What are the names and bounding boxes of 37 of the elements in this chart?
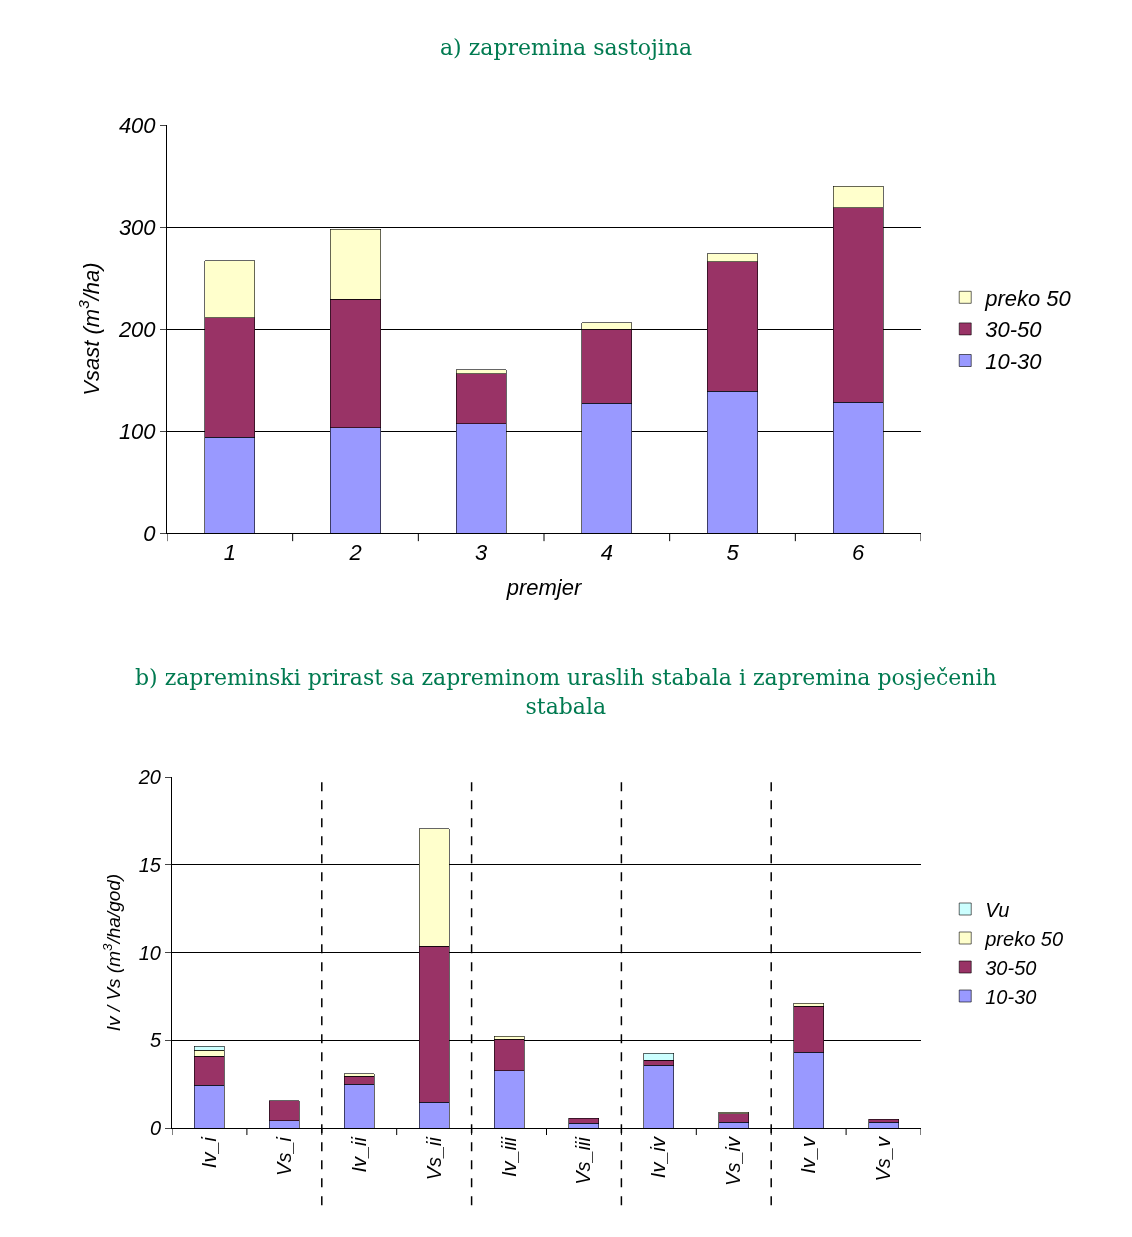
x-tick-label: Iv_iv (647, 1136, 670, 1179)
legend-label: 30-50 (985, 317, 1043, 343)
y-tick-label: 100 (118, 418, 157, 444)
x-tick-label: Iv_v (797, 1136, 820, 1174)
x-tick-label: 1 (223, 540, 236, 566)
x-axis-title: premjer (505, 575, 583, 601)
bar (568, 1117, 600, 1124)
y-tick-label: 15 (138, 853, 162, 876)
y-tick-label: 20 (137, 766, 161, 788)
chart-title: b) zapreminski prirast sa zapreminom uraslih stabala i zapremina posječenih stabala (135, 665, 997, 719)
y-tick-label: 300 (118, 214, 157, 240)
x-tick-label: 4 (600, 540, 613, 566)
legend-label: 30-50 (985, 956, 1037, 979)
x-tick-label: Iv_i (197, 1136, 220, 1169)
x-tick-label: Vs_ii (422, 1136, 445, 1181)
legend-label: preko 50 (984, 927, 1064, 950)
y-tick-label: 0 (149, 1117, 161, 1139)
y-tick-label: 400 (118, 112, 157, 138)
x-tick-label: 5 (726, 540, 740, 566)
x-tick-label: Iv_ii (347, 1136, 370, 1173)
legend-label: 10-30 (985, 985, 1037, 1008)
legend-label: preko 50 (984, 285, 1072, 311)
x-tick-label: 6 (852, 540, 866, 566)
y-tick-label: 10 (138, 941, 161, 964)
y-tick-label: 200 (117, 316, 157, 342)
legend-label: Vu (985, 898, 1010, 921)
y-tick-label: 5 (149, 1029, 162, 1052)
x-tick-label: 2 (348, 540, 362, 566)
chart-title: a) zapremina sastojina (440, 35, 693, 60)
x-tick-label: Vs_v (872, 1136, 895, 1182)
x-tick-label: Vs_iv (722, 1136, 745, 1186)
x-tick-label: Vs_i (272, 1136, 295, 1176)
x-tick-label: Iv_iii (497, 1136, 520, 1178)
x-tick-label: Vs_iii (572, 1136, 595, 1185)
legend-label: 10-30 (985, 349, 1043, 375)
y-tick-label: 0 (143, 520, 157, 546)
x-tick-label: 3 (475, 540, 489, 566)
